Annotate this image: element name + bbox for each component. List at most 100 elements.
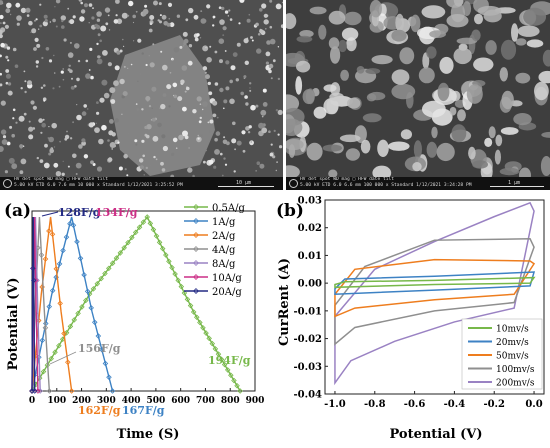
sem-particle <box>198 138 200 140</box>
sem-image-high-magnification: HV det spot WD mag □ HFW date tilt 5.00 … <box>286 0 550 190</box>
sem-particle <box>248 131 250 133</box>
sem-grain <box>467 84 483 104</box>
sem-particle <box>139 73 141 75</box>
sem-particle <box>5 170 8 173</box>
sem-particle <box>173 138 178 143</box>
sem-particle <box>94 127 100 133</box>
sem-particle <box>200 37 201 38</box>
sem-particle <box>276 170 277 171</box>
sem-particle <box>64 138 67 141</box>
scale-bar <box>490 186 544 187</box>
sem-particle <box>255 23 259 27</box>
sem-particle <box>33 47 37 51</box>
sem-particle <box>108 130 113 135</box>
sem-particle <box>11 163 17 169</box>
sem-particle <box>89 69 91 71</box>
sem-grain <box>395 14 404 32</box>
annotation-arrow <box>42 212 58 216</box>
sem-particle <box>69 65 71 67</box>
x-tick-label: -0.4 <box>444 399 466 410</box>
sem-particle <box>208 91 212 95</box>
sem-grain <box>457 109 466 121</box>
sem-grain <box>340 70 349 81</box>
sem-grain <box>473 58 493 72</box>
legend-label: 0.5A/g <box>212 203 245 214</box>
sem-particle <box>278 134 280 136</box>
x-tick-label: 0 <box>29 396 35 406</box>
sem-particle <box>192 109 196 113</box>
sem-particle <box>63 68 64 69</box>
sem-grain <box>501 127 519 135</box>
sem-particle <box>228 9 230 11</box>
sem-particle <box>59 86 61 88</box>
sem-particle <box>149 105 151 107</box>
sem-particle <box>225 164 227 166</box>
sem-particle <box>6 74 11 79</box>
sem-particle <box>268 70 272 74</box>
sem-particle <box>76 163 82 169</box>
sem-grain <box>365 68 380 74</box>
sem-particle <box>28 21 33 26</box>
y-tick-label: 0.03 <box>298 196 322 207</box>
sem-particle <box>51 123 57 129</box>
sem-particle <box>229 80 233 84</box>
sem-particle <box>100 26 106 32</box>
sem-particle <box>185 18 188 21</box>
sem-particle <box>126 174 128 176</box>
sem-particle <box>89 48 92 51</box>
sem-particle <box>160 104 165 109</box>
sem-particle <box>49 59 52 62</box>
sem-particle <box>123 91 128 96</box>
sem-particle <box>61 71 64 74</box>
sem-particle <box>28 127 33 132</box>
sem-particle <box>108 62 112 66</box>
y-tick-label: 0.02 <box>298 223 322 234</box>
sem-particle <box>99 40 102 43</box>
sem-particle <box>278 110 283 115</box>
sem-particle <box>84 154 88 158</box>
sem-grain <box>474 14 483 25</box>
sem-particle <box>136 103 138 105</box>
sem-particle <box>79 16 84 21</box>
sem-particle <box>249 125 252 128</box>
sem-particle <box>153 156 155 158</box>
sem-particle <box>119 167 123 171</box>
sem-particle <box>89 122 94 127</box>
sem-particle <box>90 160 94 164</box>
sem-particle <box>174 95 178 99</box>
sem-particle <box>68 52 74 58</box>
y-axis-label: Potential (V) <box>6 277 21 370</box>
legend-label: 4A/g <box>212 245 236 256</box>
sem-grain <box>377 140 389 157</box>
sem-particle <box>66 131 68 133</box>
sem-particle <box>170 72 172 74</box>
x-axis-label: Potential (V) <box>389 427 482 442</box>
sem-particle <box>140 165 144 169</box>
sem-particle <box>263 102 268 107</box>
sem-particle <box>11 134 15 138</box>
sem-particle <box>186 87 190 91</box>
sem-particle <box>139 158 143 162</box>
sem-particle <box>167 23 171 27</box>
sem-particle <box>19 144 23 148</box>
legend-label: 10mv/s <box>496 325 529 335</box>
sem-grain <box>303 89 315 104</box>
sem-particle <box>241 130 245 134</box>
sem-particle <box>262 116 264 118</box>
sem-particle <box>109 119 114 124</box>
sem-particle <box>119 79 124 84</box>
sem-particle <box>54 146 55 147</box>
sem-particle <box>37 157 39 159</box>
sem-particle <box>50 21 51 22</box>
sem-particle <box>259 164 264 169</box>
sem-particle <box>7 46 10 49</box>
sem-particle <box>34 20 36 22</box>
sem-particle <box>123 46 124 47</box>
x-tick-label: 600 <box>171 396 190 406</box>
sem-particle <box>177 15 180 18</box>
sem-particle <box>278 78 280 80</box>
sem-grain <box>323 145 342 152</box>
sem-particle <box>219 88 223 92</box>
sem-grain <box>495 150 501 165</box>
